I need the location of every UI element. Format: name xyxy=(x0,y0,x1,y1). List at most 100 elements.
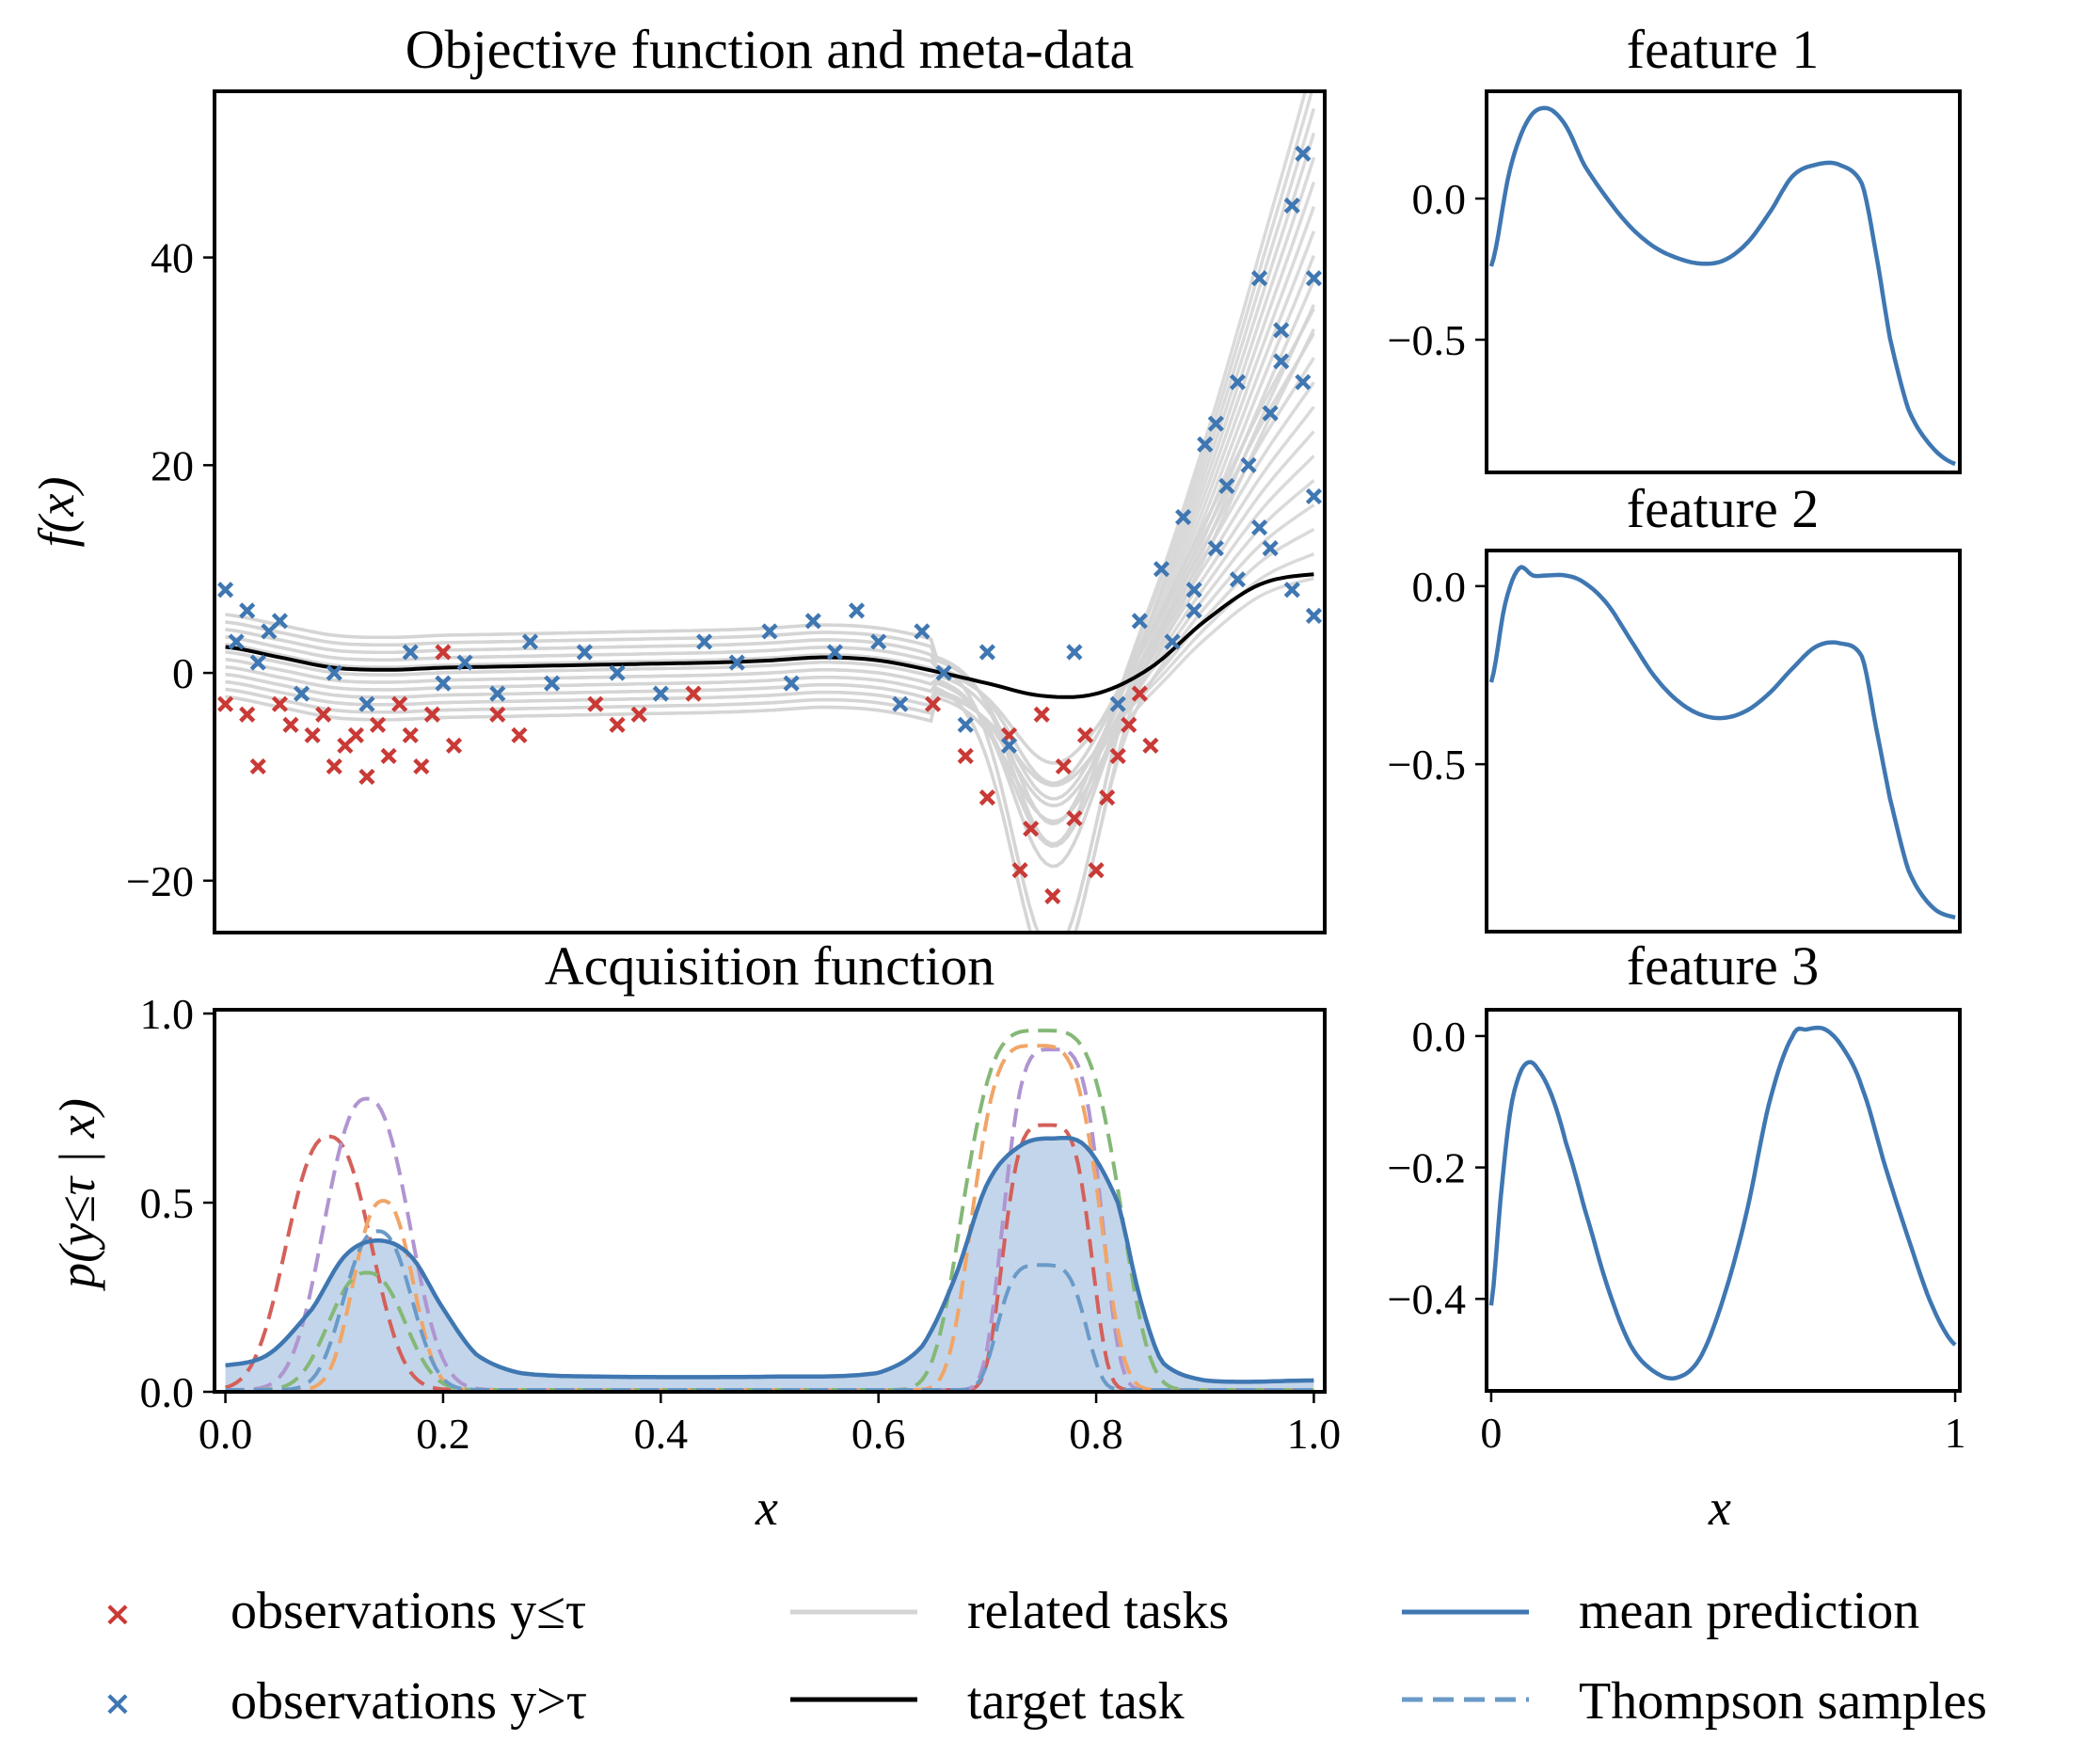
feature3-xtick-label: 0 xyxy=(1480,1409,1502,1457)
observation-low-marker xyxy=(391,695,408,712)
observation-low-marker xyxy=(282,716,299,733)
observation-high-marker xyxy=(1305,487,1323,505)
observation-high-marker xyxy=(1273,353,1290,370)
observation-high-marker xyxy=(1250,270,1268,287)
feature3-plot-area xyxy=(1488,1025,1957,1381)
related-task-line xyxy=(225,279,1316,807)
observation-high-marker xyxy=(1185,582,1202,599)
observation-high-marker xyxy=(239,602,256,619)
legend-obs-low: × observations y≤τ xyxy=(103,1582,586,1640)
legend-thompson: Thompson samples xyxy=(1402,1672,1987,1731)
feature3-ytick-label: 0.0 xyxy=(1412,1013,1467,1061)
feature1-line xyxy=(1488,105,1956,467)
observation-high-marker xyxy=(1185,602,1202,619)
objective-ytick-label: −20 xyxy=(126,857,194,905)
observation-low-marker xyxy=(239,706,256,723)
observation-high-marker xyxy=(935,664,952,681)
related-task-line xyxy=(225,254,1316,933)
observation-high-marker xyxy=(1207,540,1224,557)
feature1-ytick-label: 0.0 xyxy=(1412,175,1467,223)
feature2-ytick-label: 0.0 xyxy=(1412,563,1467,611)
observation-high-marker xyxy=(978,644,995,661)
observation-high-marker xyxy=(1305,270,1323,287)
observation-low-marker xyxy=(1044,887,1061,904)
observation-high-marker xyxy=(1175,508,1192,526)
observation-low-marker xyxy=(1131,685,1148,702)
acquisition-xtick-label: 0.8 xyxy=(1069,1410,1123,1458)
observation-low-marker xyxy=(511,726,528,743)
legend-obs-high-label: observations y>τ xyxy=(231,1672,587,1731)
observation-high-marker xyxy=(1229,374,1247,391)
observation-high-marker xyxy=(1295,374,1312,391)
feature2-plot-area xyxy=(1488,565,1956,920)
observation-low-marker xyxy=(1099,789,1116,806)
observation-high-marker xyxy=(271,613,289,630)
acquisition-ytick-label: 0.5 xyxy=(140,1179,195,1227)
observation-high-marker xyxy=(1229,571,1247,588)
feature3-line xyxy=(1488,1025,1957,1381)
observation-high-marker xyxy=(1283,582,1300,599)
observation-high-marker xyxy=(1218,477,1235,494)
observation-low-marker xyxy=(1142,737,1159,754)
legend-target: target task xyxy=(790,1672,1185,1731)
feature2-frame xyxy=(1485,549,1962,934)
observation-high-marker xyxy=(576,644,593,661)
observation-low-marker xyxy=(380,747,397,764)
legend-obs-high-marker: × xyxy=(103,1684,132,1723)
observation-high-marker xyxy=(1109,695,1126,712)
related-task-line xyxy=(225,303,1315,788)
acquisition-xlabel: x xyxy=(755,1479,778,1536)
legend-mean: mean prediction xyxy=(1402,1582,1919,1640)
acquisition-xtick-label: 0.0 xyxy=(199,1410,253,1458)
observation-high-marker xyxy=(326,664,342,681)
observation-low-marker xyxy=(1076,726,1094,743)
observation-high-marker xyxy=(870,633,887,650)
legend: × observations y≤τ × observations y>τ re… xyxy=(103,1582,1987,1731)
observation-low-marker xyxy=(489,706,506,723)
legend-related: related tasks xyxy=(790,1582,1229,1640)
feature2-panel: feature 2 0.0 −0.5 xyxy=(1388,478,1962,934)
observation-high-marker xyxy=(652,685,669,702)
feature3-panel: feature 3 0.0 −0.2 −0.4 0 1 x xyxy=(1388,935,1966,1536)
thompson-sample-line xyxy=(225,1029,1314,1392)
objective-panel: Objective function and meta-data 40 20 0 −2… xyxy=(28,19,1327,934)
observation-high-marker xyxy=(695,633,713,650)
observation-low-marker xyxy=(413,758,430,774)
observation-high-marker xyxy=(1273,322,1290,339)
acquisition-title: Acquisition function xyxy=(545,935,994,997)
observation-high-marker xyxy=(1283,197,1300,214)
feature1-plot-area xyxy=(1488,105,1956,467)
mean-prediction-fill xyxy=(225,1138,1314,1392)
observation-low-marker xyxy=(1023,821,1040,838)
observation-high-marker xyxy=(761,623,778,640)
observation-high-marker xyxy=(216,582,234,599)
feature3-ytick-label: −0.2 xyxy=(1388,1144,1466,1192)
observation-low-marker xyxy=(445,737,463,754)
related-task-line xyxy=(225,332,1315,825)
observation-high-marker xyxy=(1295,145,1312,162)
observation-low-marker xyxy=(1066,810,1083,827)
observation-low-marker xyxy=(685,685,702,702)
observation-low-marker xyxy=(304,726,321,743)
legend-target-label: target task xyxy=(967,1672,1185,1731)
objective-ytick-label: 0 xyxy=(172,649,194,697)
feature2-y-ticks: 0.0 −0.5 xyxy=(1388,563,1487,789)
feature3-ytick-label: −0.4 xyxy=(1388,1275,1466,1323)
feature1-frame xyxy=(1485,89,1962,474)
observation-high-marker xyxy=(1250,519,1268,536)
feature1-title: feature 1 xyxy=(1627,19,1819,80)
feature2-title: feature 2 xyxy=(1627,478,1819,539)
acquisition-xtick-label: 0.2 xyxy=(416,1410,470,1458)
observation-low-marker xyxy=(924,695,942,712)
feature3-xlabel: x xyxy=(1708,1479,1731,1536)
legend-obs-low-label: observations y≤τ xyxy=(231,1582,586,1640)
observation-high-marker xyxy=(1207,415,1224,432)
observation-low-marker xyxy=(957,747,974,764)
legend-thompson-label: Thompson samples xyxy=(1579,1672,1987,1731)
related-task-line xyxy=(225,205,1316,869)
acquisition-xtick-label: 0.4 xyxy=(634,1410,689,1458)
feature1-y-ticks: 0.0 −0.5 xyxy=(1388,175,1487,364)
feature3-title: feature 3 xyxy=(1627,935,1819,997)
feature1-panel: feature 1 0.0 −0.5 xyxy=(1388,19,1962,474)
observation-high-marker xyxy=(892,695,909,712)
